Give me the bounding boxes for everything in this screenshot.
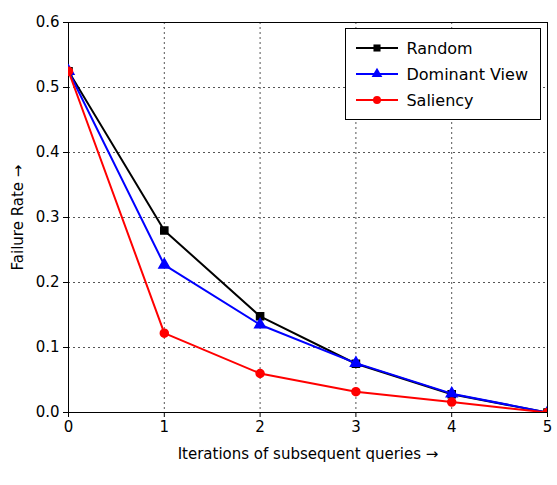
- svg-text:0: 0: [64, 418, 74, 436]
- svg-text:0.1: 0.1: [36, 338, 60, 356]
- svg-text:0.3: 0.3: [36, 208, 60, 226]
- svg-text:0.5: 0.5: [36, 78, 60, 96]
- svg-text:0.4: 0.4: [36, 143, 60, 161]
- html-text:Dominant View: Dominant View: [406, 64, 528, 84]
- svg-text:5: 5: [543, 418, 553, 436]
- svg-text:0.2: 0.2: [36, 273, 60, 291]
- svg-text:Failure Rate →: Failure Rate →: [9, 165, 27, 271]
- svg-text:2: 2: [255, 418, 265, 436]
- svg-text:0.0: 0.0: [36, 403, 60, 421]
- svg-text:4: 4: [447, 418, 457, 436]
- svg-text:0.6: 0.6: [36, 13, 60, 31]
- svg-text:3: 3: [351, 418, 361, 436]
- svg-text:1: 1: [160, 418, 170, 436]
- html-text:Saliency: Saliency: [406, 90, 474, 110]
- html-text:Random: Random: [406, 38, 473, 58]
- svg-text:Iterations of subsequent queri: Iterations of subsequent queries →: [178, 445, 439, 463]
